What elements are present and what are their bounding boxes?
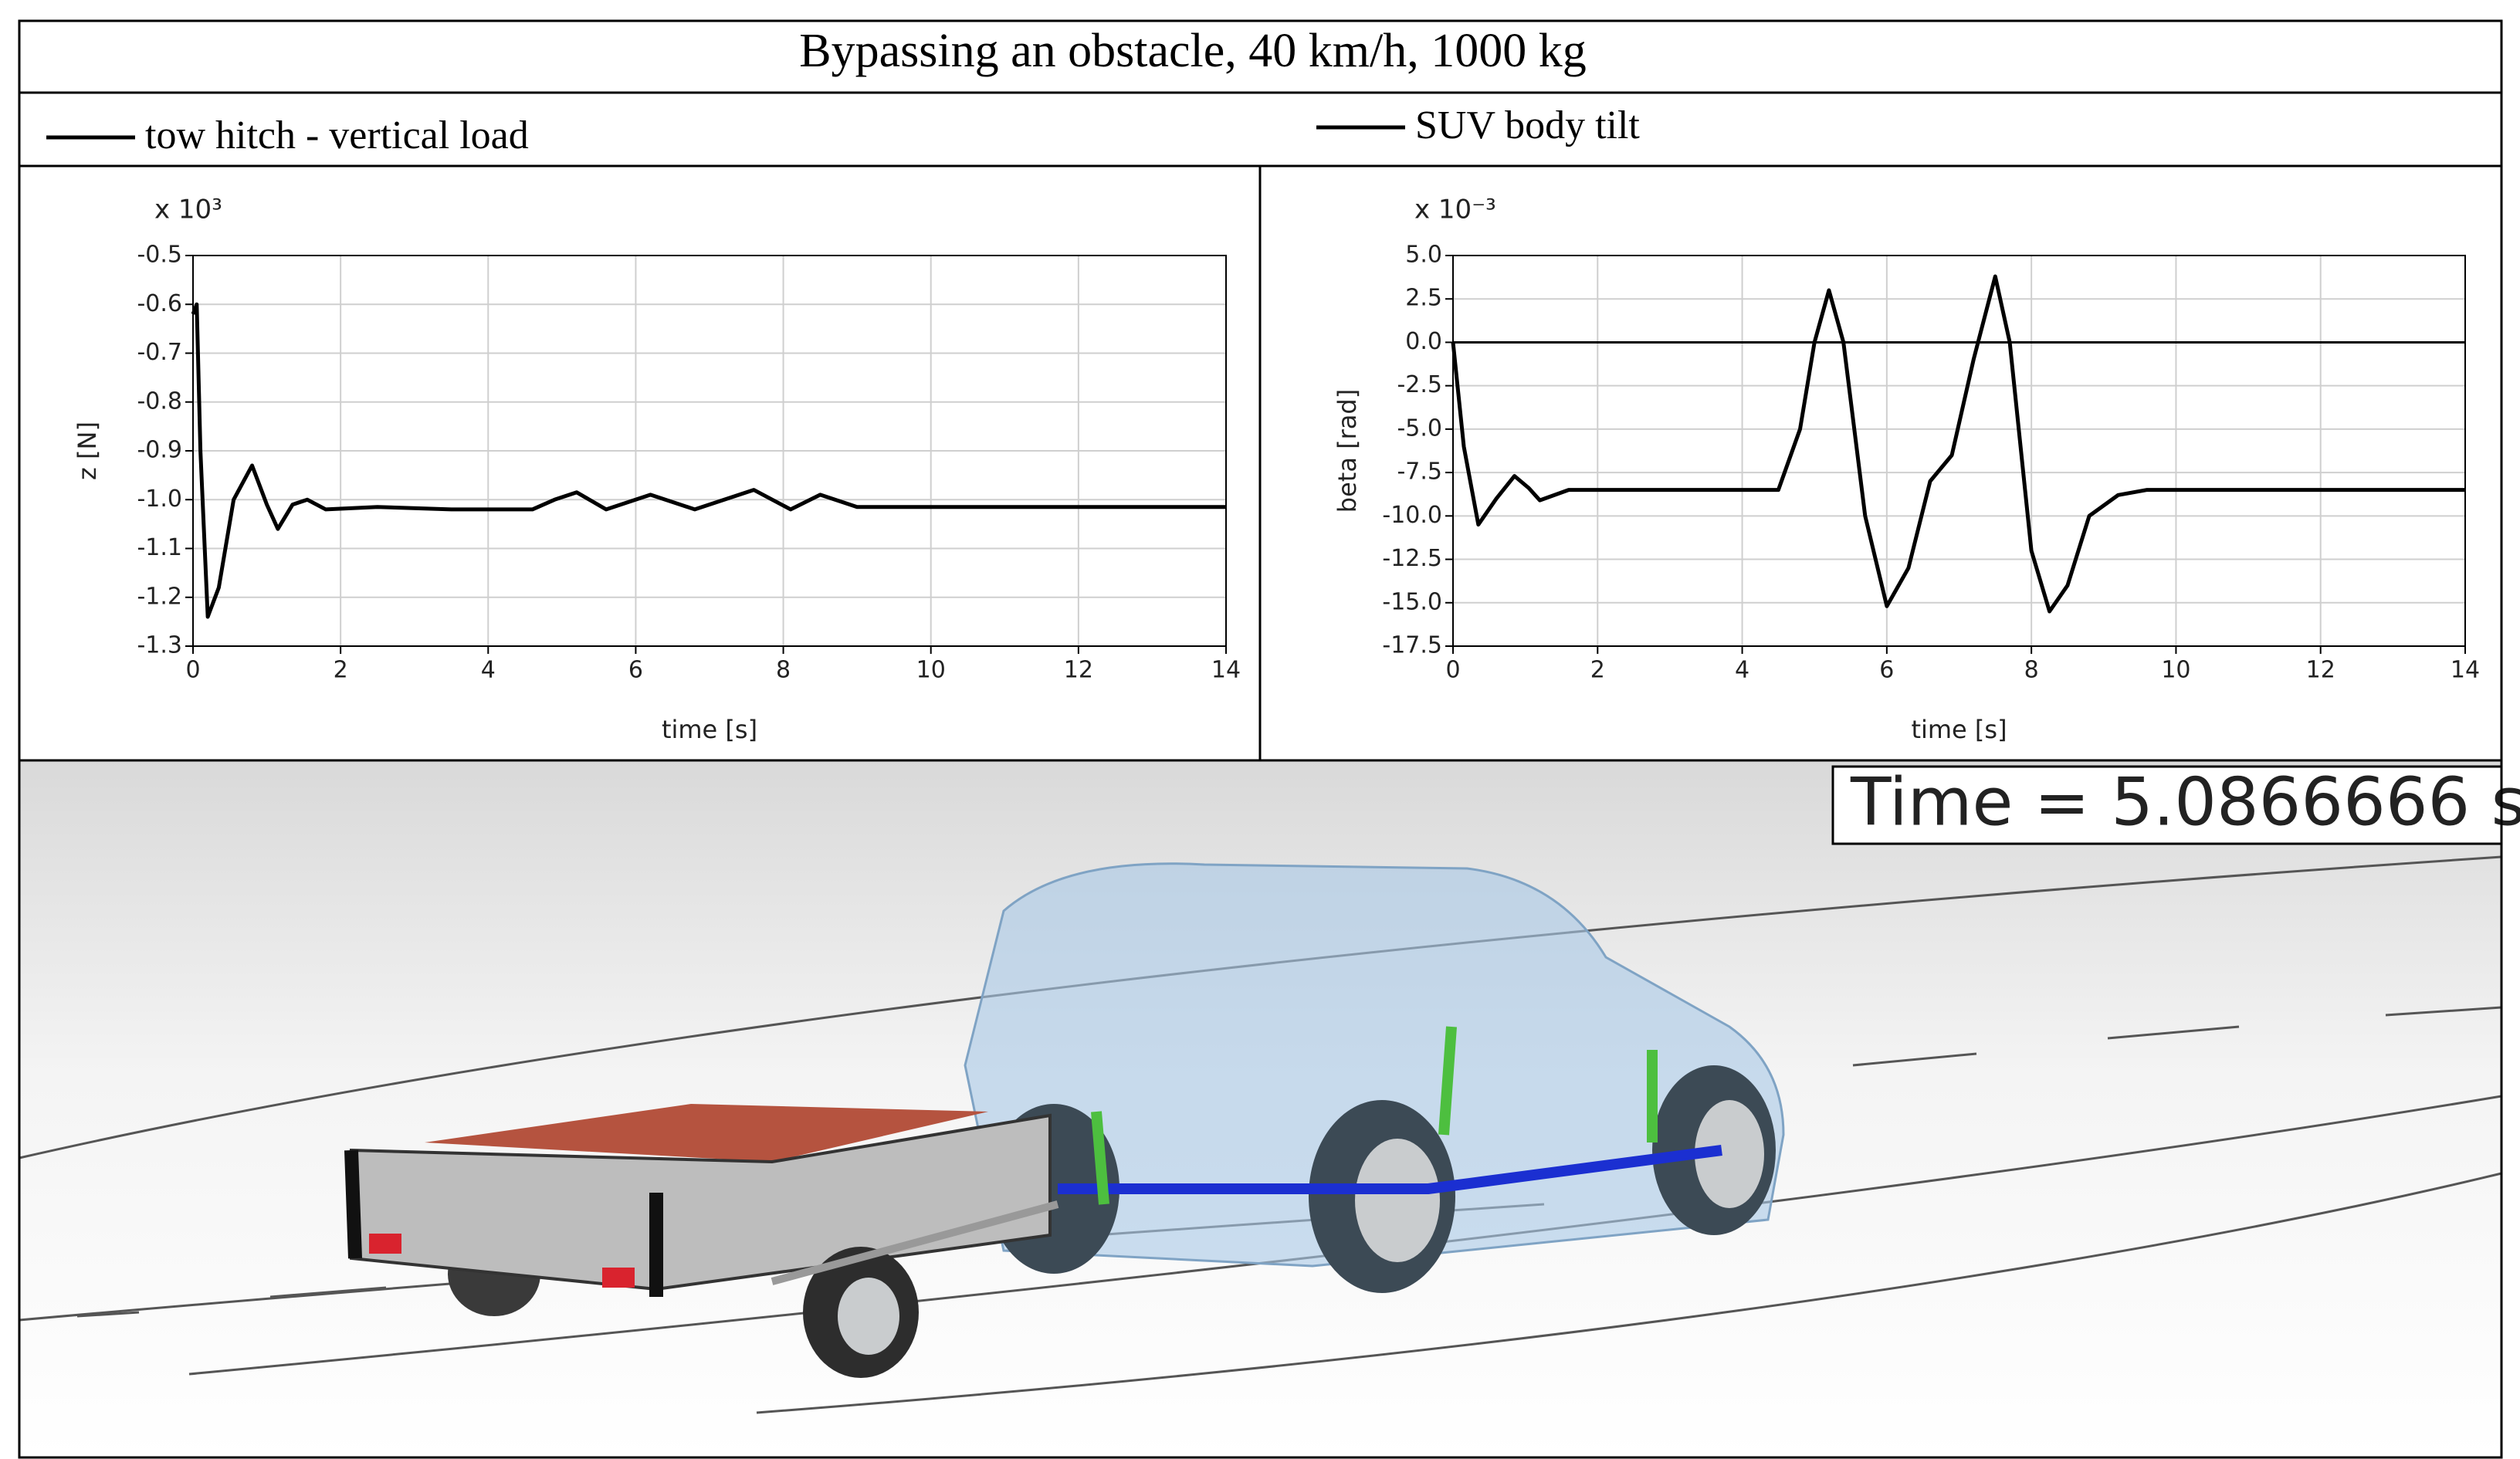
x-tick-label: 10 bbox=[916, 657, 946, 684]
x-tick-label: 0 bbox=[1445, 657, 1460, 684]
time-box bbox=[1831, 765, 2503, 845]
x-tick-label: 12 bbox=[1064, 657, 1093, 684]
legend-label: tow hitch - vertical load bbox=[145, 113, 529, 157]
y-multiplier: x 10⁻³ bbox=[1414, 195, 1496, 225]
axle bbox=[1058, 1145, 1722, 1194]
y-tick-label: -1.0 bbox=[137, 486, 182, 513]
trailer-frame bbox=[344, 1149, 663, 1297]
lane-marks bbox=[1852, 1006, 2502, 1067]
y-tick-label: -1.3 bbox=[137, 632, 182, 659]
chart: 5.0 2.5 0.0 -2.5 -5.0 -7.5 -10.0 -12.5 -15.0 -17.… bbox=[1316, 103, 2480, 744]
y-tick-label: 2.5 bbox=[1405, 285, 1442, 312]
y-tick-label: 5.0 bbox=[1405, 242, 1442, 269]
load bbox=[425, 1104, 988, 1162]
x-tick-label: 2 bbox=[334, 657, 348, 684]
x-tick-label: 12 bbox=[2306, 657, 2335, 684]
tail-light bbox=[369, 1234, 401, 1254]
y-tick-label: -1.2 bbox=[137, 583, 182, 610]
y-tick-label: -5.0 bbox=[1397, 415, 1442, 442]
y-tick-label: 0.0 bbox=[1405, 328, 1442, 355]
x-tick-label: 0 bbox=[185, 657, 200, 684]
legend-label: SUV body tilt bbox=[1415, 103, 1640, 147]
suspension bbox=[1091, 1026, 1658, 1205]
rim bbox=[1355, 1139, 1440, 1262]
chart: -0.5 -0.6 -0.7 -0.8 -0.9 -1.0 -1.1 -1.2 -1.30 2 4 6… bbox=[46, 113, 1241, 744]
y-tick-label: -10.0 bbox=[1382, 502, 1442, 529]
x-tick-label: 4 bbox=[481, 657, 496, 684]
x-axis-label: time [s] bbox=[1911, 715, 2007, 744]
road-edge bbox=[756, 1172, 2502, 1414]
x-tick-label: 8 bbox=[776, 657, 791, 684]
y-tick-label: -1.1 bbox=[137, 534, 182, 561]
y-axis-label: beta [rad] bbox=[1333, 389, 1362, 513]
plot-area bbox=[1453, 256, 2465, 646]
lane-marks bbox=[76, 1286, 387, 1318]
frame bbox=[18, 19, 2503, 1459]
x-tick-label: 6 bbox=[1879, 657, 1894, 684]
y-tick-label: -15.0 bbox=[1382, 588, 1442, 615]
rim bbox=[1695, 1100, 1764, 1208]
drawbar bbox=[771, 1200, 1059, 1285]
series-line bbox=[191, 302, 1226, 619]
y-tick-label: -0.5 bbox=[137, 242, 182, 269]
scene: Time = 5.0866666 s bbox=[19, 760, 2520, 1457]
plot-border bbox=[192, 255, 1227, 647]
trailer bbox=[344, 1104, 1059, 1378]
y-tick-label: -0.9 bbox=[137, 437, 182, 464]
y-axis-label: z [N] bbox=[73, 421, 102, 480]
time-annotation: Time = 5.0866666 s bbox=[1850, 763, 2520, 841]
y-tick-label: -12.5 bbox=[1382, 545, 1442, 572]
suv bbox=[964, 862, 1785, 1293]
y-multiplier: x 10³ bbox=[154, 195, 222, 225]
x-tick-label: 8 bbox=[2024, 657, 2039, 684]
y-tick-label: -2.5 bbox=[1397, 371, 1442, 398]
x-tick-label: 14 bbox=[1211, 657, 1241, 684]
x-tick-label: 4 bbox=[1735, 657, 1749, 684]
y-tick-label: -7.5 bbox=[1397, 459, 1442, 486]
rim bbox=[838, 1278, 899, 1355]
y-tick-label: -0.7 bbox=[137, 339, 182, 366]
x-axis-label: time [s] bbox=[662, 715, 757, 744]
y-tick-label: -0.8 bbox=[137, 388, 182, 415]
figure-title: Bypassing an obstacle, 40 km/h, 1000 kg bbox=[799, 25, 1586, 77]
series-line bbox=[1451, 274, 2465, 614]
x-tick-label: 10 bbox=[2161, 657, 2190, 684]
y-tick-label: -17.5 bbox=[1382, 632, 1442, 659]
plot-border bbox=[1452, 255, 2466, 647]
x-tick-label: 2 bbox=[1590, 657, 1605, 684]
y-tick-label: -0.6 bbox=[137, 290, 182, 317]
tail-light bbox=[602, 1268, 635, 1288]
outer-border bbox=[18, 19, 2503, 1459]
x-tick-label: 14 bbox=[2451, 657, 2480, 684]
x-tick-label: 6 bbox=[628, 657, 643, 684]
